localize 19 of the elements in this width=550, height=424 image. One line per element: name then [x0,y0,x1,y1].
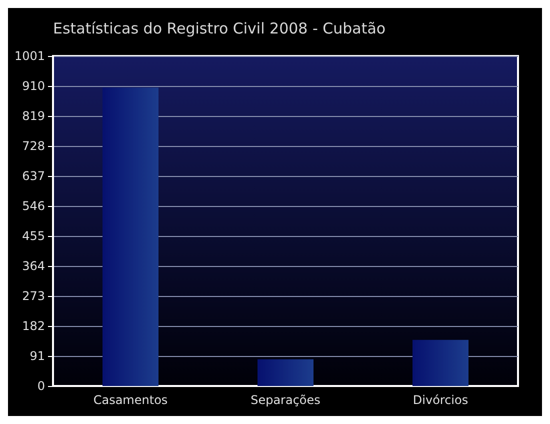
y-tick-label: 819 [22,109,45,123]
y-tick-label: 637 [22,169,45,183]
y-tick-label: 728 [22,139,45,153]
bar [412,340,468,386]
y-tick-label: 1001 [14,49,45,63]
y-tick-label: 910 [22,79,45,93]
y-tick-label: 273 [22,289,45,303]
y-tick-label: 455 [22,229,45,243]
y-tick-label: 182 [22,319,45,333]
x-tick-label: Separações [250,393,320,407]
x-tick-label: Casamentos [93,393,168,407]
chart-title: Estatísticas do Registro Civil 2008 - Cubatão [53,20,386,38]
y-tick-label: 0 [37,379,45,393]
bar [258,359,314,386]
x-tick-label: Divórcios [412,393,468,407]
y-tick-label: 546 [22,199,45,213]
y-tick-label: 364 [22,259,45,273]
y-tick-label: 91 [30,349,45,363]
bar [102,88,158,386]
